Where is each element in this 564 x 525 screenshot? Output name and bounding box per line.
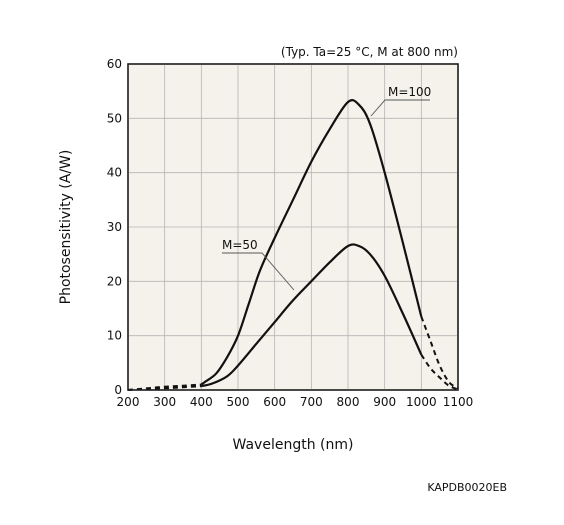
x-tick-label: 700 xyxy=(300,395,323,409)
m50-leader-line xyxy=(222,252,295,291)
x-tick-label: 600 xyxy=(263,395,286,409)
x-tick-label: 1100 xyxy=(443,395,474,409)
m100-leader-line xyxy=(370,99,430,117)
series-line-m50 xyxy=(201,243,423,388)
series-dashed-m50-short xyxy=(127,385,202,391)
series-dashed-m100-long xyxy=(420,316,459,390)
series-label-m100: M=100 xyxy=(388,85,431,99)
series-label-m50: M=50 xyxy=(222,238,258,252)
x-tick-label: 200 xyxy=(117,395,140,409)
y-tick-label: 20 xyxy=(107,274,122,288)
y-tick-label: 60 xyxy=(107,57,122,71)
y-tick-label: 50 xyxy=(107,111,122,125)
y-tick-label: 30 xyxy=(107,220,122,234)
conditions-note: (Typ. Ta=25 °C, M at 800 nm) xyxy=(281,45,458,59)
x-tick-label: 900 xyxy=(373,395,396,409)
y-tick-label: 10 xyxy=(107,329,122,343)
x-tick-label: 1000 xyxy=(406,395,437,409)
x-axis-title: Wavelength (nm) xyxy=(233,437,354,453)
x-tick-label: 500 xyxy=(227,395,250,409)
series-line-m100 xyxy=(200,99,423,386)
series-lines xyxy=(127,99,459,391)
plot-border xyxy=(127,63,459,391)
y-tick-label: 40 xyxy=(107,166,122,180)
y-tick-label: 0 xyxy=(114,383,122,397)
figure-code: KAPDB0020EB xyxy=(427,481,507,494)
x-tick-label: 800 xyxy=(337,395,360,409)
gridlines xyxy=(128,64,458,390)
x-tick-label: 300 xyxy=(153,395,176,409)
tick-labels: 200 300 400 500 600 700 800 900 1000 1100 0 10 20 30 4… xyxy=(107,57,474,409)
y-axis-title: Photosensitivity (A/W) xyxy=(58,150,74,305)
x-tick-label: 400 xyxy=(190,395,213,409)
series-dashed-m50-long xyxy=(420,354,459,391)
